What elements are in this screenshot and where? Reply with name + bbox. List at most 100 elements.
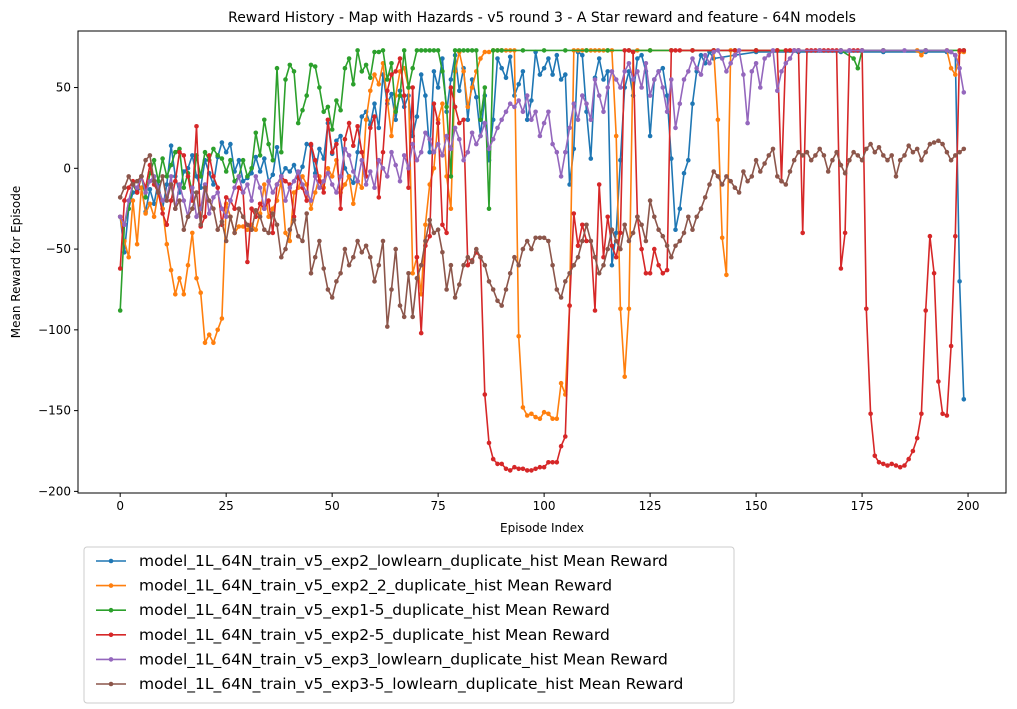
data-point [618,85,623,90]
data-point [563,434,568,439]
data-point [779,69,784,74]
data-point [499,65,505,71]
data-point [724,272,729,278]
data-point [406,166,411,171]
data-point [830,157,835,163]
data-point [321,178,327,184]
data-point [232,206,237,211]
data-point [372,279,377,284]
data-point [185,214,191,220]
data-point [164,241,170,247]
data-point [575,243,581,249]
data-point [864,306,869,312]
legend-label: model_1L_64N_train_v5_exp3-5_lowlearn_du… [139,675,683,694]
data-point [283,178,288,184]
data-point [262,227,267,232]
data-point [317,238,322,244]
data-point [329,295,335,300]
data-point [363,182,369,187]
data-point [580,238,585,244]
data-point [130,182,136,187]
chart-title: Reward History - Map with Hazards - v5 r… [228,10,856,26]
data-point [622,222,627,228]
data-point [897,157,903,163]
data-point [435,85,441,90]
data-point [423,238,428,244]
data-point [567,303,572,308]
data-point [558,443,564,449]
data-point [558,174,564,179]
y-tick-label: −50 [46,242,71,256]
data-point [601,77,606,82]
data-point [571,211,577,216]
data-point [838,266,844,271]
data-point [423,222,428,228]
data-point [618,306,623,312]
data-point [342,146,348,152]
data-point [465,254,471,260]
data-point [550,141,555,147]
data-point [431,69,437,74]
data-point [660,271,666,276]
data-point [164,222,170,228]
data-point [397,178,403,184]
data-point [317,85,322,90]
data-point [728,61,733,66]
data-point [490,287,496,292]
data-point [223,214,229,220]
data-point [779,178,784,184]
data-point [372,72,377,77]
data-point [533,235,538,241]
data-point [342,65,348,71]
data-point [312,170,318,176]
data-point [664,109,670,115]
data-point [355,48,360,53]
data-point [304,211,310,216]
data-point [673,243,678,249]
y-tick-label: −150 [38,404,71,418]
data-point [758,85,763,90]
data-point [334,279,339,284]
data-point [656,227,661,232]
data-point [194,275,199,281]
data-point [312,254,318,260]
data-point [173,206,178,211]
data-point [605,214,610,220]
data-point [465,149,471,155]
data-point [626,238,632,244]
data-point [770,146,776,152]
y-tick-label: 0 [63,161,71,175]
data-point [516,466,521,472]
data-point [507,54,513,60]
data-point [529,117,534,123]
data-point [211,174,216,179]
data-point [160,198,165,203]
data-point [546,109,551,115]
data-point [592,77,598,82]
data-point [516,262,521,268]
data-point [931,140,937,145]
data-point [452,104,458,110]
data-point [143,211,148,216]
data-point [147,178,153,184]
data-point [669,254,674,260]
data-point [359,157,365,163]
data-point [249,227,254,232]
data-point [702,52,708,58]
data-point [329,174,335,179]
data-point [334,141,339,147]
data-point [342,182,348,187]
data-point [325,287,331,292]
data-point [134,241,140,247]
data-point [753,48,759,53]
data-point [914,146,920,152]
data-point [948,157,954,163]
data-point [482,49,488,55]
data-point [236,157,242,163]
data-point [177,146,182,152]
data-point [317,185,322,190]
data-point [923,48,928,53]
data-point [715,117,721,123]
data-point [499,461,505,467]
data-point [393,117,399,123]
